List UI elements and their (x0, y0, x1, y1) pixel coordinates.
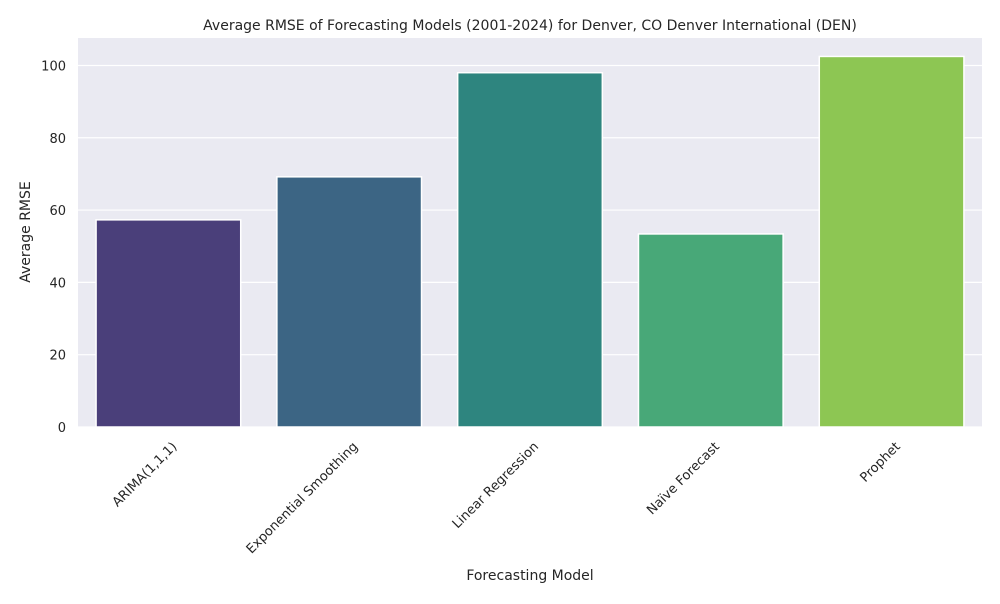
x-axis-label: Forecasting Model (466, 568, 593, 584)
x-tick-label: ARIMA(1,1,1) (110, 439, 181, 510)
bar-1 (276, 176, 423, 428)
bar-4 (818, 55, 965, 428)
y-tick-label: 60 (49, 204, 66, 219)
bar-2 (456, 71, 604, 428)
bars (95, 55, 965, 428)
y-tick-label: 0 (58, 421, 66, 436)
x-tick-label: Exponential Smoothing (244, 439, 362, 557)
bar-0 (95, 219, 242, 428)
x-tick-label: Naïve Forecast (644, 439, 723, 518)
bar-3 (637, 233, 784, 428)
y-tick-label: 40 (49, 276, 66, 291)
y-tick-label: 20 (49, 349, 66, 364)
y-tick-label: 80 (49, 132, 66, 147)
y-axis-label: Average RMSE (18, 181, 34, 282)
x-tick-label: Prophet (858, 439, 904, 485)
x-tick-labels: ARIMA(1,1,1) Exponential Smoothing Linear … (110, 439, 904, 557)
chart-title: Average RMSE of Forecasting Models (2001… (203, 18, 857, 34)
x-tick-label: Linear Regression (450, 439, 542, 531)
y-tick-labels: 0 20 40 60 80 100 (41, 59, 66, 436)
y-tick-label: 100 (41, 59, 66, 74)
